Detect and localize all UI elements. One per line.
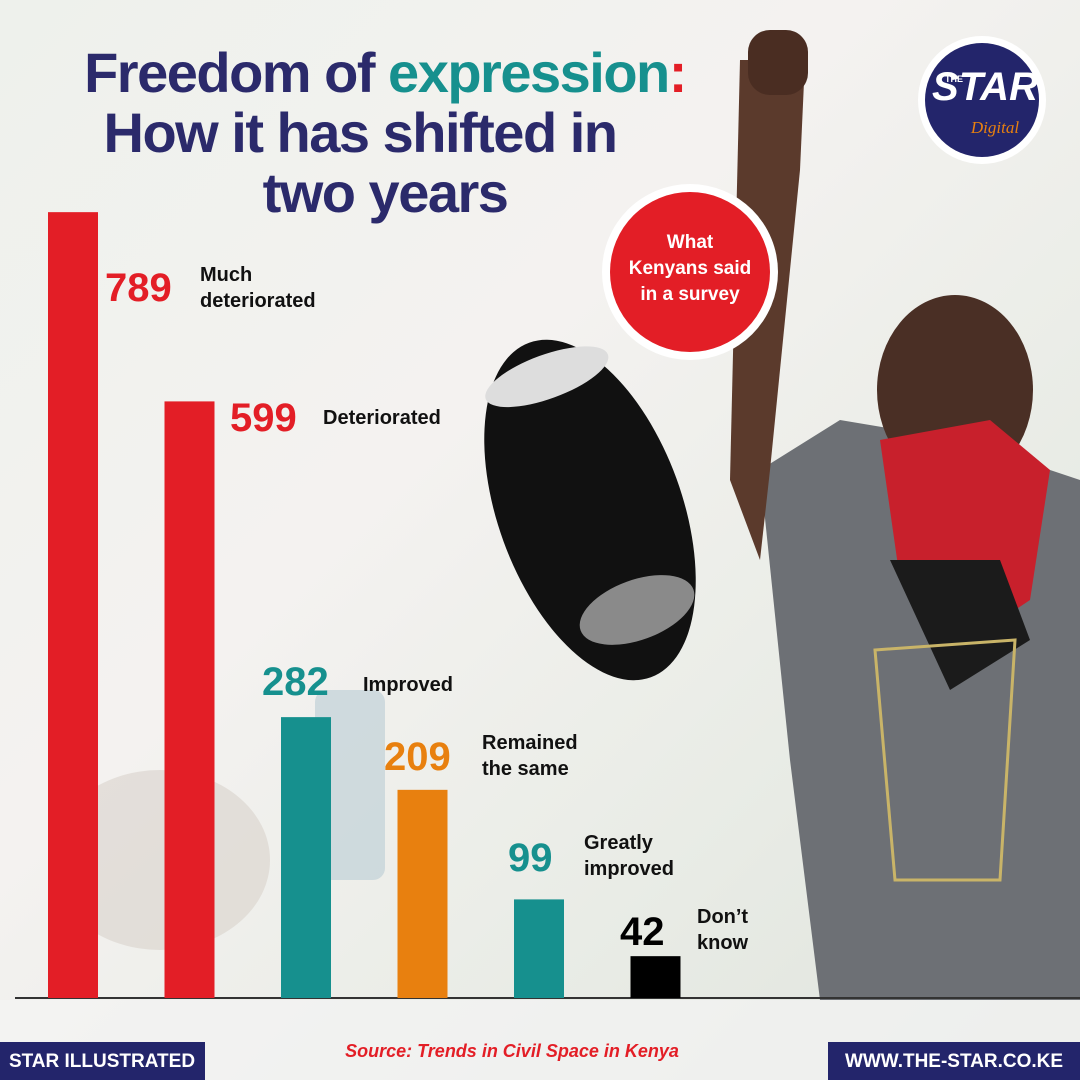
value-label: 282 — [262, 660, 329, 704]
title-line: How it has shifted in — [104, 101, 617, 164]
title-highlight: expression — [388, 41, 669, 104]
category-label: Much deteriorated — [200, 264, 316, 312]
logo-star: STAR — [932, 65, 1038, 109]
bar — [630, 956, 681, 998]
bar — [397, 789, 448, 998]
category-label: Deteriorated — [323, 407, 441, 429]
value-label: 42 — [620, 910, 665, 954]
title-line: two years — [263, 161, 508, 224]
badge — [610, 192, 770, 352]
footer-left: STAR ILLUSTRATED — [9, 1051, 195, 1072]
badge-text: What Kenyans said in a survey — [628, 232, 752, 305]
category-label: Greatly improved — [584, 832, 675, 880]
bar — [514, 899, 564, 998]
bar — [48, 212, 98, 998]
title-line: Freedom of expression: — [84, 41, 686, 104]
category-label: Remained the same — [482, 732, 578, 780]
footer-left-box — [0, 1042, 205, 1080]
logo-digital: Digital — [970, 118, 1019, 137]
source: Source: Trends in Civil Space in Kenya — [345, 1041, 679, 1061]
title-colon: : — [669, 41, 686, 104]
bar — [164, 401, 215, 998]
footer-right-box — [828, 1042, 1080, 1080]
mouth-illustration — [484, 339, 696, 681]
bar — [281, 717, 331, 998]
value-label: 99 — [508, 836, 553, 880]
logo-the: THE — [945, 74, 963, 84]
title-part: Freedom of — [84, 41, 388, 104]
value-label: 209 — [384, 735, 451, 779]
value-label: 789 — [105, 266, 172, 310]
category-label: Improved — [363, 674, 454, 696]
logo — [925, 43, 1039, 157]
footer-right: WWW.THE-STAR.CO.KE — [845, 1051, 1063, 1072]
category-label: Don’t know — [697, 906, 749, 954]
value-label: 599 — [230, 396, 297, 440]
